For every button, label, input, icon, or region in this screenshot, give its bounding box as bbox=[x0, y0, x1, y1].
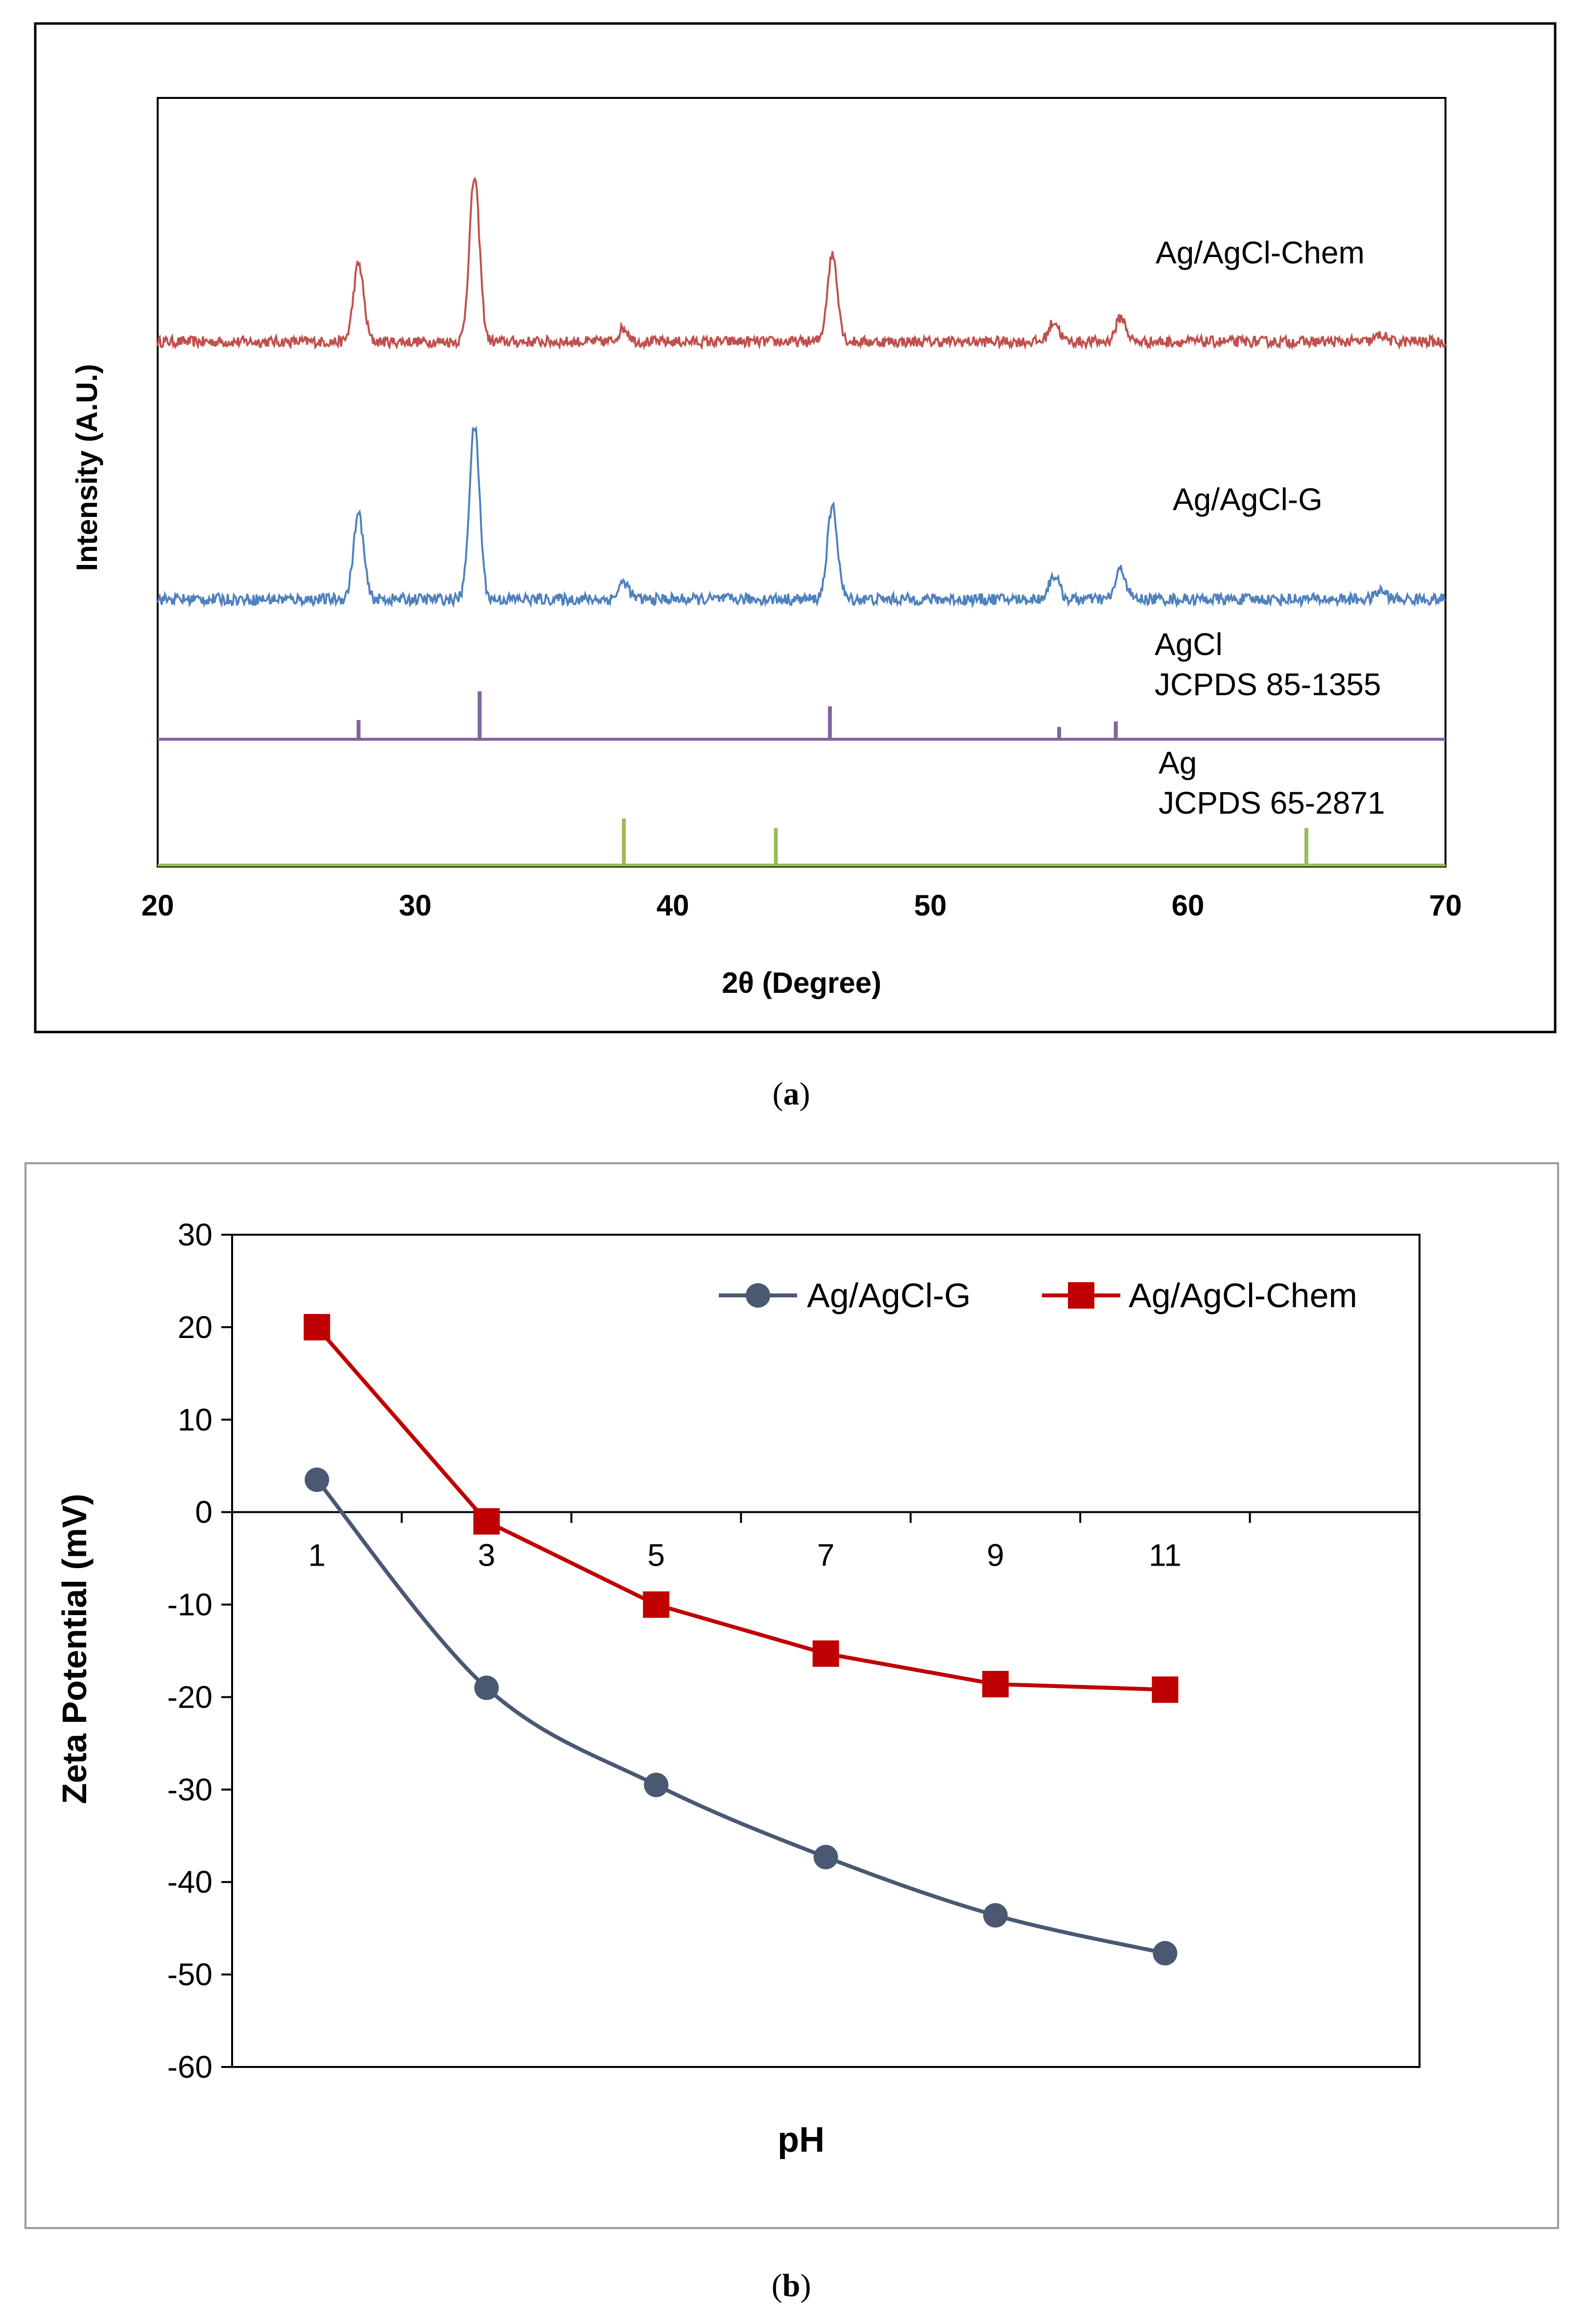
ref-sublabel-agcl: JCPDS 85-1355 bbox=[1155, 667, 1381, 702]
zeta-line-chem bbox=[315, 1326, 1165, 1692]
zeta-point-green bbox=[983, 1903, 1008, 1928]
zeta-axes: 30 20 10 0 -10 -20 -30 -40 -50 -60 1 3 5 7 9 11 bbox=[167, 1217, 1420, 2085]
zeta-series bbox=[304, 1314, 1179, 1966]
zeta-y-tick-label: 10 bbox=[178, 1402, 213, 1437]
legend-label-chem: Ag/AgCl-Chem bbox=[1129, 1276, 1357, 1315]
zeta-point-green bbox=[1153, 1941, 1178, 1966]
panel-a-letter: a bbox=[783, 1076, 800, 1112]
xrd-x-tick-label: 50 bbox=[914, 889, 947, 922]
series-label-chem: Ag/AgCl-Chem bbox=[1156, 235, 1365, 270]
zeta-x-tick-label: 1 bbox=[308, 1538, 326, 1573]
xrd-x-tick-label: 20 bbox=[142, 889, 174, 922]
panel-b-caption: (b) bbox=[772, 2268, 811, 2303]
xrd-ylabel: Intensity (A.U.) bbox=[71, 364, 103, 571]
xrd-x-tick-label: 30 bbox=[399, 889, 432, 922]
zeta-x-tick-label: 11 bbox=[1149, 1538, 1181, 1573]
zeta-ylabel: Zeta Potential (mV) bbox=[55, 1494, 94, 1804]
zeta-point-green bbox=[474, 1675, 499, 1700]
panel-a-caption: (a) bbox=[773, 1076, 810, 1112]
zeta-y-tick-label: -40 bbox=[167, 1864, 213, 1900]
zeta-y-tick-label: 20 bbox=[178, 1310, 213, 1345]
zeta-y-tick-label: -50 bbox=[167, 1957, 213, 1992]
xrd-x-ticks: 20 30 40 50 60 70 bbox=[142, 889, 1462, 922]
legend-label-green: Ag/AgCl-G bbox=[807, 1276, 971, 1315]
zeta-y-tick-label: -30 bbox=[167, 1772, 213, 1807]
zeta-xlabel: pH bbox=[778, 2120, 825, 2160]
zeta-point-green bbox=[644, 1772, 669, 1797]
zeta-point-chem bbox=[812, 1640, 839, 1667]
zeta-y-tick-label: -60 bbox=[167, 2049, 213, 2085]
zeta-legend: Ag/AgCl-G Ag/AgCl-Chem bbox=[719, 1276, 1357, 1315]
zeta-x-tick-label: 5 bbox=[647, 1538, 665, 1573]
zeta-line-green bbox=[315, 1479, 1166, 1955]
legend-marker-green bbox=[746, 1283, 770, 1308]
zeta-point-chem bbox=[473, 1508, 500, 1535]
zeta-x-tick-label: 9 bbox=[987, 1538, 1004, 1573]
zeta-point-chem bbox=[982, 1671, 1009, 1697]
zeta-point-chem bbox=[304, 1314, 331, 1340]
xrd-xlabel: 2θ (Degree) bbox=[722, 966, 881, 999]
xrd-x-tick-label: 40 bbox=[657, 889, 689, 922]
zeta-y-tick-label: 30 bbox=[178, 1217, 213, 1252]
panel-b-letter: b bbox=[782, 2268, 801, 2303]
zeta-point-green bbox=[813, 1845, 838, 1870]
zeta-y-tick-label: -10 bbox=[167, 1587, 213, 1622]
xrd-x-tick-label: 70 bbox=[1429, 889, 1462, 922]
zeta-x-tick-label: 7 bbox=[817, 1538, 835, 1573]
xrd-traces bbox=[157, 176, 1446, 867]
ref-label-agcl: AgCl bbox=[1155, 627, 1223, 662]
zeta-y-tick-label: -20 bbox=[167, 1679, 213, 1714]
zeta-plot-area bbox=[231, 1234, 1420, 2068]
legend-marker-chem bbox=[1068, 1282, 1094, 1309]
ref-label-ag: Ag bbox=[1159, 745, 1197, 780]
xrd-x-tick-label: 60 bbox=[1172, 889, 1205, 922]
zeta-point-chem bbox=[643, 1591, 670, 1618]
xrd-trace-chem bbox=[157, 176, 1446, 351]
series-label-green: Ag/AgCl-G bbox=[1173, 482, 1323, 517]
zeta-x-tick-label: 3 bbox=[478, 1538, 496, 1573]
panel-a-frame bbox=[34, 22, 1557, 1033]
zeta-point-chem bbox=[1152, 1676, 1179, 1703]
zeta-y-tick-label: 0 bbox=[195, 1495, 213, 1530]
zeta-point-green bbox=[305, 1467, 330, 1492]
xrd-trace-green bbox=[157, 425, 1446, 609]
panel-b-frame bbox=[24, 1162, 1559, 2229]
ref-sublabel-ag: JCPDS 65-2871 bbox=[1159, 785, 1385, 821]
